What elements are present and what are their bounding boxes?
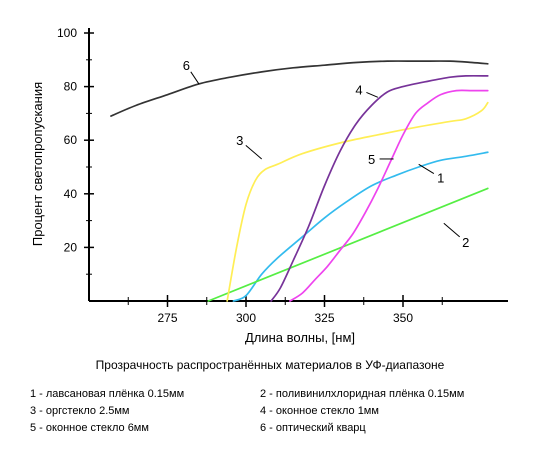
legend-item-3: 3 - оргстекло 2.5мм — [30, 405, 130, 417]
curve-label-2: 2 — [462, 235, 469, 250]
curve-label-leader-2 — [443, 222, 461, 238]
y-axis-label: Процент светопропускания — [30, 82, 45, 246]
x-tick-label-300: 300 — [236, 311, 256, 325]
axis-ticks: 20 40 60 80 100 275 300 325 350 — [57, 26, 443, 325]
curve-2 — [207, 187, 489, 302]
y-tick-label-40: 40 — [64, 187, 78, 201]
legend-item-6: 6 - оптический кварц — [260, 422, 366, 434]
curve-labels: 1 2 3 4 5 6 — [183, 58, 470, 250]
curve-label-leader-4 — [366, 91, 379, 98]
curves — [110, 60, 489, 302]
x-axis-label: Длина волны, [нм] — [245, 330, 355, 345]
y-tick-label-80: 80 — [64, 80, 78, 94]
curve-6 — [110, 60, 489, 117]
curve-label-leader-1 — [418, 163, 435, 174]
y-tick-label-60: 60 — [64, 133, 78, 147]
y-tick-label-20: 20 — [64, 240, 78, 254]
curve-label-leader-3 — [245, 145, 263, 160]
curve-label-6: 6 — [183, 58, 190, 73]
curve-1 — [232, 151, 489, 302]
legend-item-1: 1 - лавсановая плёнка 0.15мм — [30, 388, 185, 400]
chart-title: Прозрачность распространённых материалов… — [95, 358, 445, 372]
curve-3 — [226, 101, 489, 302]
legend-item-2: 2 - поливинилхлоридная плёнка 0.15мм — [260, 388, 465, 400]
x-tick-label-325: 325 — [314, 311, 334, 325]
x-tick-label-275: 275 — [157, 311, 177, 325]
curve-label-1: 1 — [437, 171, 444, 186]
y-tick-label-100: 100 — [57, 26, 77, 40]
axes — [88, 28, 508, 302]
curve-label-3: 3 — [236, 133, 243, 148]
curve-5 — [289, 89, 489, 302]
uv-transmission-chart: 20 40 60 80 100 275 300 325 350 1 2 3 4 5 6 Длина вол… — [30, 26, 508, 345]
x-tick-label-350: 350 — [393, 311, 413, 325]
curve-label-5: 5 — [368, 152, 375, 167]
legend-item-4: 4 - оконное стекло 1мм — [260, 405, 379, 417]
legend-item-5: 5 - оконное стекло 6мм — [30, 422, 149, 434]
curve-4 — [270, 74, 489, 302]
curve-label-4: 4 — [355, 82, 362, 97]
curve-label-leader-6 — [190, 71, 200, 85]
